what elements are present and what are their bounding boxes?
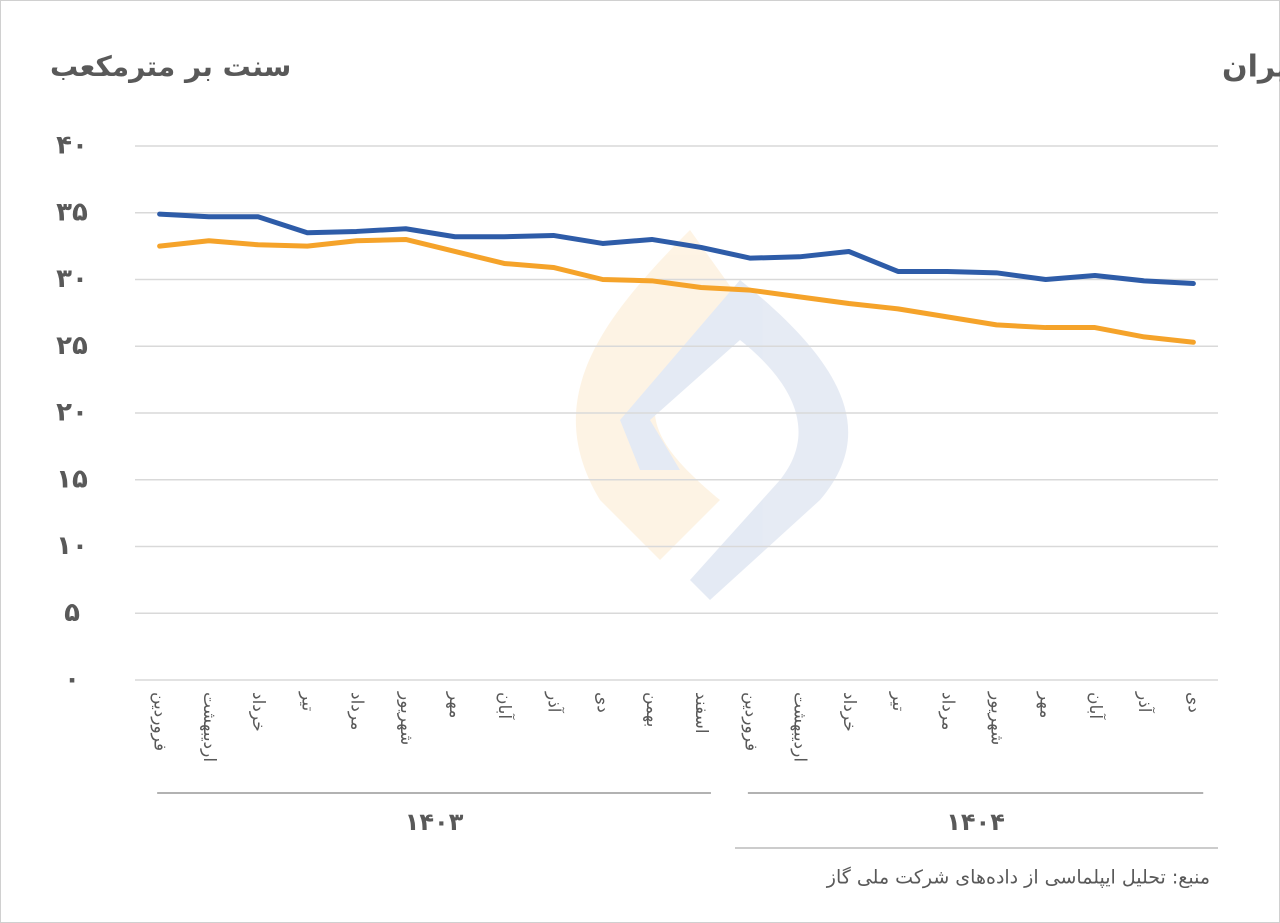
- group-label: ۱۴۰۳: [405, 808, 464, 836]
- series-line: [157, 211, 1196, 287]
- x-tick-label: آبان: [1085, 692, 1107, 720]
- y-tick-label: ۳۰: [56, 264, 88, 294]
- x-tick-label: آذر: [1134, 691, 1156, 714]
- x-tick-label: تیر: [297, 691, 317, 712]
- y-tick-label: ۵: [64, 598, 80, 628]
- chart-title: قیمت گاز صادراتی ایران: [1222, 49, 1280, 85]
- x-tick-label: خرداد: [248, 692, 268, 732]
- y-axis-label: سنت بر مترمکعب: [50, 50, 291, 83]
- x-tick-label: آبان: [494, 692, 516, 720]
- x-tick-label: مهر: [1036, 691, 1056, 718]
- y-tick-label: ۳۵: [56, 197, 88, 227]
- x-tick-label: مهر: [445, 691, 465, 718]
- x-tick-label: فروردین: [150, 692, 170, 751]
- x-tick-label: آذر: [543, 691, 565, 714]
- y-tick-label: ۱۰: [56, 531, 88, 561]
- y-tick-label: ۲۰: [56, 398, 88, 428]
- x-tick-label: مرداد: [937, 692, 957, 730]
- x-tick-label: شهریور: [986, 691, 1006, 745]
- watermark: [575, 230, 849, 600]
- x-tick-label: بهمن: [642, 692, 662, 727]
- x-tick-label: تیر: [888, 691, 908, 712]
- x-tick-label: فروردین: [740, 692, 760, 751]
- y-tick-label: ۰: [64, 665, 80, 695]
- x-tick-label: خرداد: [839, 692, 859, 732]
- source-note: منبع: تحلیل ایپلماسی از داده‌های شرکت مل…: [826, 866, 1210, 889]
- y-tick-label: ۱۵: [56, 464, 88, 494]
- x-tick-label: مرداد: [347, 692, 367, 730]
- x-tick-label: شهریور: [396, 691, 416, 745]
- y-tick-label: ۲۵: [56, 331, 88, 361]
- x-tick-label: اردیبهشت: [199, 692, 219, 762]
- x-tick-label: اسفند: [691, 692, 711, 734]
- x-tick-label: اردیبهشت: [790, 692, 810, 762]
- x-tick-label: دی: [593, 692, 613, 713]
- x-tick-label: دی: [1183, 692, 1203, 713]
- y-tick-label: ۴۰: [56, 131, 88, 161]
- group-label: ۱۴۰۴: [946, 808, 1005, 836]
- series-line: [157, 236, 1196, 345]
